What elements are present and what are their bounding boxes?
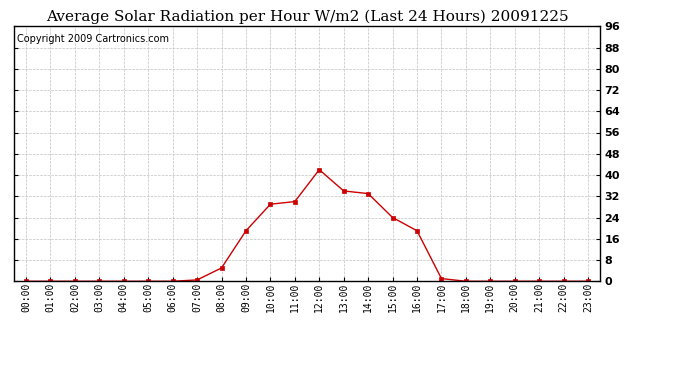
Text: Copyright 2009 Cartronics.com: Copyright 2009 Cartronics.com xyxy=(17,34,169,44)
Title: Average Solar Radiation per Hour W/m2 (Last 24 Hours) 20091225: Average Solar Radiation per Hour W/m2 (L… xyxy=(46,9,569,24)
